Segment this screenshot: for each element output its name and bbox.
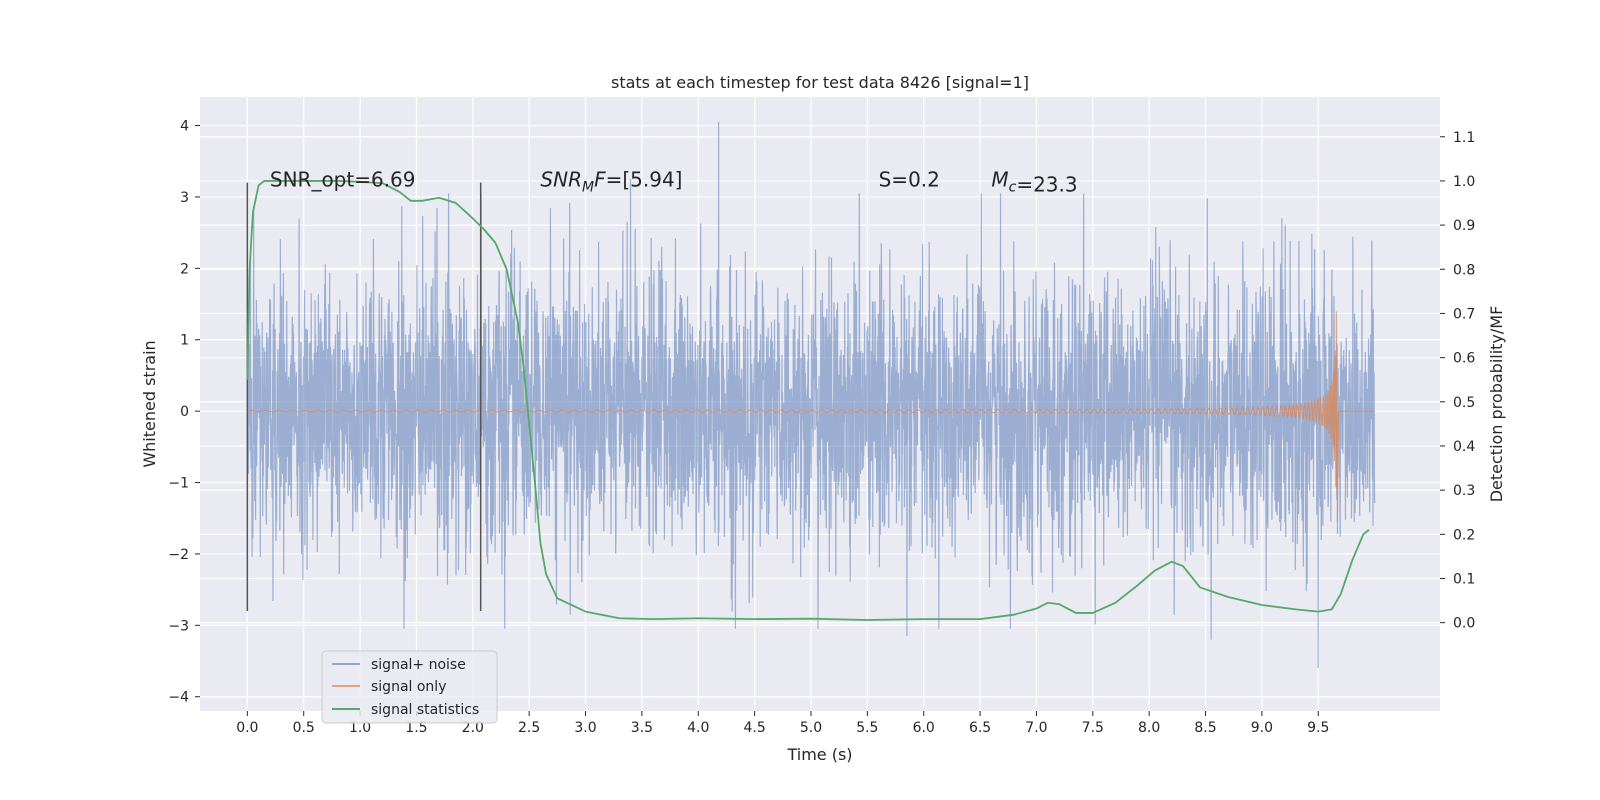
legend-label-signal-only: signal only [371,679,446,695]
signal-only-line [247,311,1375,522]
x-tick-label: 7.0 [1025,720,1047,736]
legend-label-signal-statistics: signal statistics [371,702,479,718]
x-tick-label: 1.5 [405,720,427,736]
y2-tick-label: 1.0 [1453,174,1475,190]
x-tick-label: 3.0 [574,720,596,736]
y-tick-label: 1 [180,333,189,349]
y2-tick-label: 0.0 [1453,616,1475,632]
series-signal-noise [246,121,1376,669]
y-tick-label: −2 [168,547,189,563]
x-tick-label: 8.0 [1138,720,1160,736]
y-tick-label: 2 [180,261,189,277]
x-tick-label: 5.0 [800,720,822,736]
y-tick-label: −1 [168,476,189,492]
x-tick-label: 0.0 [236,720,258,736]
signal-noise-line [246,121,1376,669]
x-tick-label: 3.5 [631,720,653,736]
x-tick-label: 9.5 [1307,720,1329,736]
x-tick-label: 6.5 [969,720,991,736]
y-axis-ticks: −4 −3 −2 −1 0 1 2 3 4 [168,119,200,706]
legend-label-signal-noise: signal+ noise [371,657,466,673]
y2-tick-label: 0.6 [1453,351,1475,367]
y2-tick-label: 0.3 [1453,483,1475,499]
y2-tick-label: 0.5 [1453,395,1475,411]
annotation-3: Mc=23.3 [991,168,1077,197]
y2-axis-label: Detection probability/MF [1487,306,1506,503]
y-tick-label: −4 [168,690,189,706]
y2-tick-label: 0.7 [1453,306,1475,322]
x-tick-label: 9.0 [1251,720,1273,736]
x-tick-label: 2.5 [518,720,540,736]
signal-statistics-line [246,180,1370,621]
x-axis-label: Time (s) [786,745,852,764]
annotations: SNR_opt=6.69 SNRMF=[5.94] S=0.2 Mc=23.3 [270,168,1078,197]
y-tick-label: 3 [180,190,189,206]
x-axis-ticks: 0.0 0.5 1.0 1.5 2.0 2.5 3.0 3.5 4.0 4.5 5.0 5.5 6.0 6… [236,711,1329,736]
y2-tick-label: 0.8 [1453,262,1475,278]
x-tick-label: 6.0 [913,720,935,736]
x-tick-label: 8.5 [1194,720,1216,736]
legend-box [321,650,498,724]
y2-axis-ticks: 0.0 0.1 0.2 0.3 0.4 0.5 0.6 0.7 0.8 0.9 1.0 1.1 [1440,130,1475,632]
x-tick-label: 5.5 [856,720,878,736]
y2-tick-label: 0.2 [1453,527,1475,543]
y-tick-label: 4 [180,119,189,135]
series-signal-only [247,311,1375,522]
legend: signal+ noise signal only signal statist… [321,650,498,724]
x-tick-label: 4.0 [687,720,709,736]
x-tick-label: 2.0 [462,720,484,736]
y-axis-label: Whitened strain [140,340,159,467]
x-tick-label: 1.0 [349,720,371,736]
y2-tick-label: 0.9 [1453,218,1475,234]
x-tick-label: 7.5 [1082,720,1104,736]
vertical-markers [246,182,482,612]
annotation-0: SNR_opt=6.69 [270,168,416,192]
y2-tick-label: 0.1 [1453,571,1475,587]
series-signal-statistics [246,180,1370,621]
y-tick-label: −3 [168,618,189,634]
x-tick-label: 4.5 [743,720,765,736]
y2-tick-label: 0.4 [1453,439,1475,455]
chart-title: stats at each timestep for test data 842… [611,73,1029,92]
y2-tick-label: 1.1 [1453,130,1475,146]
x-tick-label: 0.5 [293,720,315,736]
annotation-2: S=0.2 [879,168,940,192]
y-tick-label: 0 [180,404,189,420]
annotation-1: SNRMF=[5.94] [540,168,682,196]
